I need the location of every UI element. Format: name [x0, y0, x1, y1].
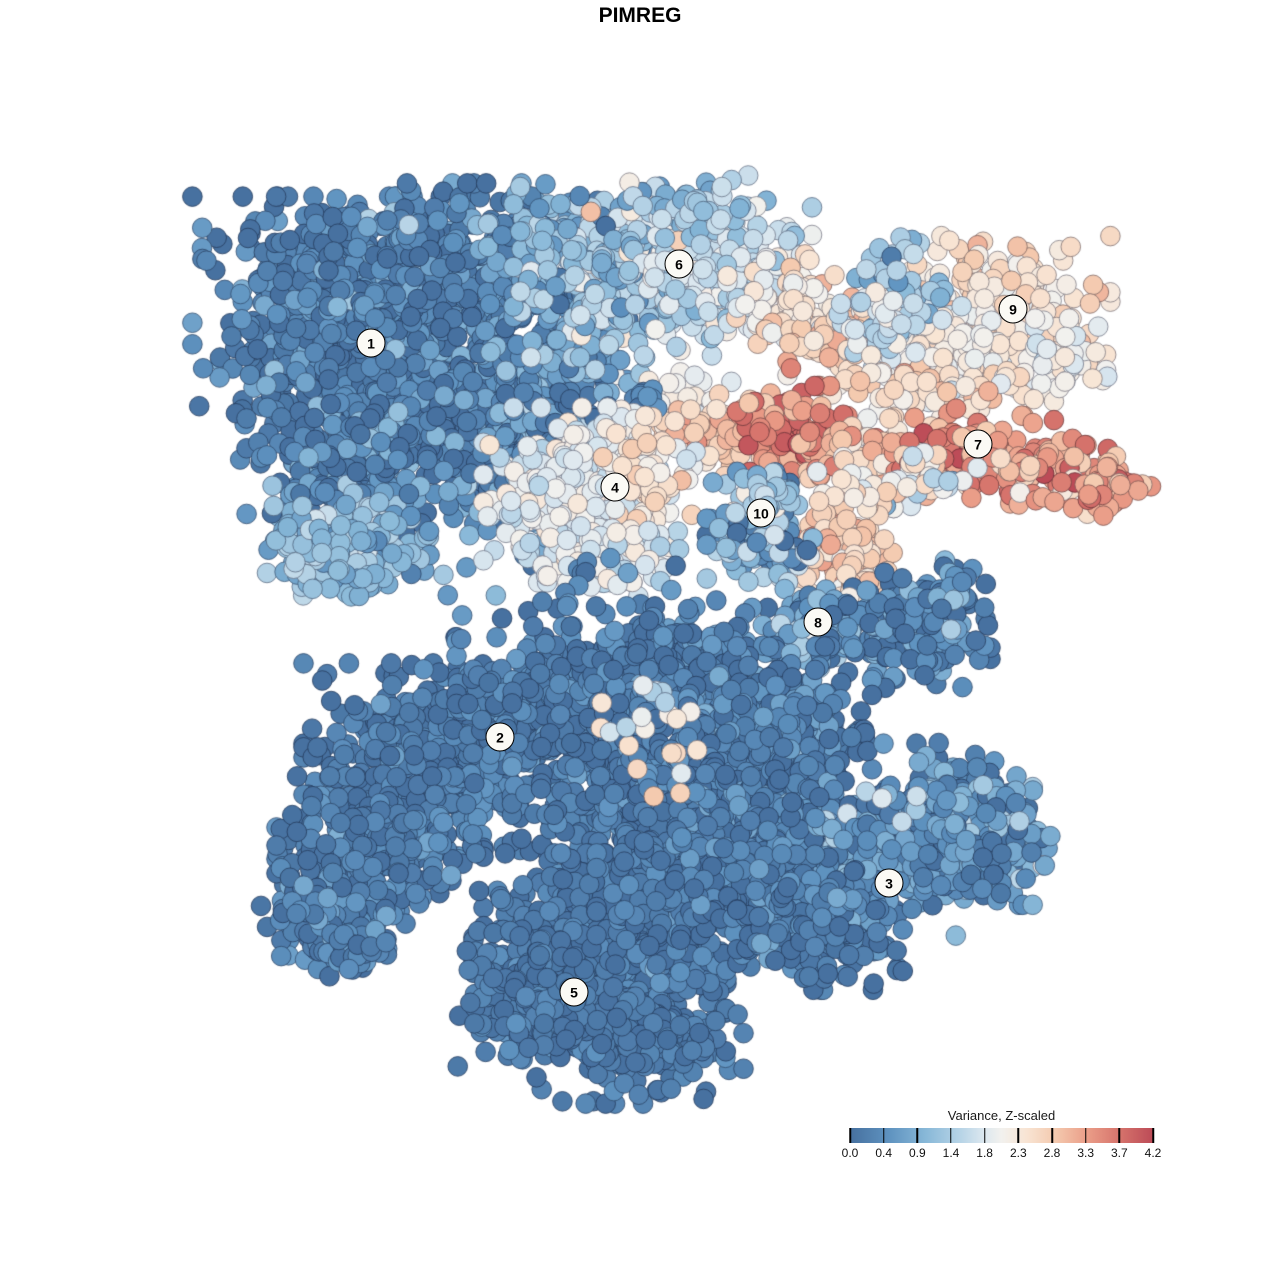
colorbar-tick-mark	[1118, 1128, 1121, 1143]
colorbar-tick-label: 1.8	[976, 1146, 993, 1160]
colorbar-tick-mark	[950, 1128, 952, 1143]
colorbar-tick-label: 0.0	[841, 1146, 859, 1160]
cluster-label-2: 2	[485, 722, 515, 752]
colorbar-tick-mark	[1152, 1128, 1154, 1143]
colorbar-tick-label: 2.8	[1043, 1146, 1061, 1160]
colorbar-tick-mark	[1051, 1128, 1053, 1143]
colorbar-tick-label: 0.9	[908, 1146, 926, 1160]
cluster-label-6: 6	[664, 249, 694, 279]
colorbar-tick-mark	[849, 1128, 851, 1143]
colorbar-tick-mark	[1084, 1128, 1087, 1143]
colorbar-tick-label: 2.3	[1010, 1146, 1027, 1160]
colorbar-tick-mark	[1017, 1128, 1020, 1143]
colorbar-tick-mark	[882, 1128, 885, 1143]
cluster-label-4: 4	[600, 472, 630, 502]
colorbar-tick-mark	[916, 1128, 919, 1143]
cluster-label-7: 7	[963, 429, 993, 459]
cluster-label-8: 8	[803, 607, 833, 637]
cluster-label-1: 1	[356, 328, 386, 358]
cluster-label-10: 10	[746, 498, 776, 528]
cluster-label-3: 3	[874, 868, 904, 898]
colorbar-legend: Variance, Z-scaled 0.0 0.4 0.9 1.4 1.8 2.3 2.8…	[842, 1108, 1162, 1161]
colorbar-tick-mark	[983, 1128, 986, 1143]
colorbar-tick-label: 0.4	[875, 1146, 892, 1160]
cluster-label-9: 9	[998, 294, 1028, 324]
colorbar-ticks: 0.0 0.4 0.9 1.4 1.8 2.3 2.8 3.3 3.7 4.2	[842, 1146, 1162, 1161]
colorbar-tick-label: 3.7	[1110, 1146, 1128, 1160]
cluster-label-5: 5	[559, 977, 589, 1007]
colorbar-tick-label: 3.3	[1077, 1146, 1095, 1160]
colorbar	[849, 1128, 1154, 1143]
colorbar-tick-label: 4.2	[1144, 1146, 1162, 1160]
legend-title: Variance, Z-scaled	[947, 1108, 1056, 1123]
colorbar-tick-label: 1.4	[942, 1146, 960, 1160]
